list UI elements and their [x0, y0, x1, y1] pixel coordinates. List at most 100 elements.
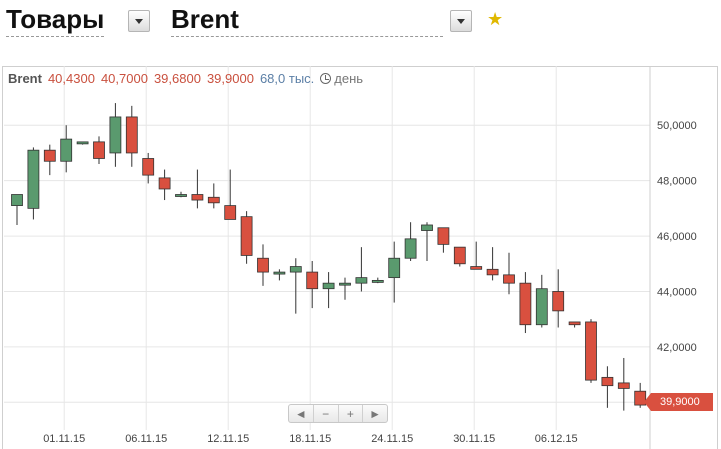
candle-body — [306, 271, 319, 290]
legend-instrument-name: Brent — [8, 71, 42, 86]
candle — [76, 141, 89, 145]
candle-body — [191, 194, 204, 201]
candle-body — [207, 196, 220, 204]
x-tick-label: 18.11.15 — [289, 433, 331, 445]
y-tick-label: 42,0000 — [657, 342, 697, 354]
category-dropdown-button[interactable] — [128, 10, 150, 32]
candle-body — [568, 321, 581, 326]
candle — [43, 144, 56, 176]
chart-grid — [4, 66, 651, 449]
candle — [175, 191, 187, 198]
candle — [322, 272, 335, 309]
candle — [470, 241, 483, 270]
candle — [11, 194, 23, 225]
candle-body — [519, 282, 532, 326]
chevron-down-icon — [135, 18, 143, 24]
candle — [486, 247, 499, 281]
candle — [601, 366, 614, 408]
y-tick-label: 46,0000 — [657, 231, 697, 243]
period-selector[interactable]: день — [320, 71, 363, 86]
candle-body — [552, 291, 565, 312]
candle-body — [27, 149, 40, 209]
x-tick-label: 12.11.15 — [207, 433, 249, 445]
candle-body — [142, 158, 155, 176]
candle — [257, 244, 269, 286]
y-tick-label: 50,0000 — [657, 120, 697, 132]
candle-body — [585, 321, 597, 381]
candle-body — [437, 227, 450, 245]
candle-body — [339, 282, 351, 286]
candle-body — [93, 141, 105, 159]
candle — [60, 125, 73, 173]
candle — [224, 169, 237, 220]
x-tick-label: 24.11.15 — [371, 433, 413, 445]
candle — [585, 319, 597, 383]
candle-body — [125, 116, 138, 154]
candle — [404, 222, 417, 261]
scroll-right-button[interactable]: ► — [369, 406, 382, 421]
candle — [273, 269, 286, 281]
candle-body — [289, 266, 302, 273]
candle — [191, 169, 204, 209]
category-selector[interactable]: Товары — [6, 0, 105, 40]
candle — [27, 147, 40, 220]
scroll-left-button[interactable]: ◄ — [289, 405, 314, 422]
candle-body — [76, 141, 89, 145]
chart-legend: Brent 40,4300 40,7000 39,6800 39,9000 68… — [8, 71, 363, 86]
x-tick-label: 30.11.15 — [453, 433, 495, 445]
candle — [289, 258, 302, 314]
candle — [617, 357, 630, 411]
candle-body — [158, 177, 171, 190]
candle-body — [60, 138, 73, 162]
candle-body — [257, 257, 269, 273]
instrument-selector[interactable]: Brent — [171, 0, 443, 40]
x-tick-label: 06.11.15 — [125, 433, 167, 445]
zoom-out-button[interactable]: − — [314, 405, 339, 422]
candle — [240, 211, 253, 264]
last-price-badge: 39,9000 — [644, 393, 713, 411]
candle-body — [11, 194, 23, 206]
candle-body — [109, 116, 122, 154]
candle — [421, 222, 433, 261]
candle — [519, 272, 532, 334]
candle-body — [453, 246, 466, 265]
clock-icon — [320, 73, 332, 84]
candle — [552, 269, 565, 328]
candle — [388, 241, 401, 303]
candle — [453, 246, 466, 267]
candle-body — [617, 382, 630, 389]
candle-body — [273, 271, 286, 275]
x-tick-label: 06.12.15 — [535, 433, 578, 445]
period-label: день — [334, 71, 364, 86]
category-label: Товары — [6, 4, 105, 37]
candle-body — [404, 238, 417, 259]
candle — [125, 105, 138, 167]
instrument-label: Brent — [171, 4, 443, 37]
chart-candles — [11, 103, 647, 411]
candle-body — [355, 277, 368, 284]
candle-body — [421, 224, 433, 231]
candle — [503, 252, 515, 295]
y-axis-ticks: 40,000042,000044,000046,000048,000050,00… — [657, 120, 697, 409]
legend-low: 39,6800 — [153, 71, 201, 86]
candle — [207, 183, 220, 209]
x-tick-label: 01.11.15 — [43, 433, 85, 445]
chevron-down-icon — [457, 18, 465, 24]
candle-body — [224, 205, 237, 220]
candle-body — [43, 149, 56, 162]
candle — [371, 277, 384, 284]
legend-volume: 68,0 тыс. — [259, 71, 315, 86]
chart-navigator: ◄ − + ► — [288, 404, 388, 423]
candle — [437, 227, 450, 253]
legend-high: 40,7000 — [100, 71, 148, 86]
candle — [339, 277, 351, 300]
y-tick-label: 44,0000 — [657, 286, 697, 298]
instrument-dropdown-button[interactable] — [450, 10, 472, 32]
zoom-in-button[interactable]: + — [339, 405, 364, 422]
legend-close: 39,9000 — [206, 71, 254, 86]
candle-body — [486, 268, 499, 276]
favorite-star-icon[interactable]: ★ — [487, 9, 504, 29]
candle-body — [240, 216, 253, 256]
candle — [93, 136, 105, 165]
